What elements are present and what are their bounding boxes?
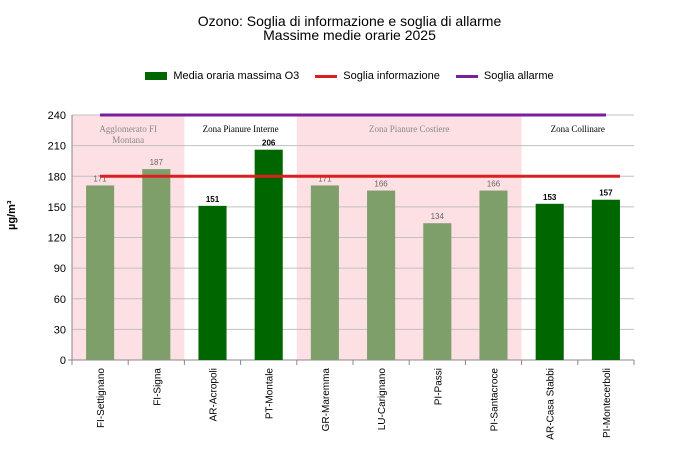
bar-fi-settignano: [86, 185, 115, 360]
data-label-5: 166: [374, 180, 388, 189]
legend-swatch-allarme: [455, 74, 478, 78]
data-label-7: 166: [487, 180, 501, 189]
x-tick-label-5: LU-Carignano: [377, 368, 388, 431]
x-tick-label-2: AR-Acropoli: [209, 368, 220, 421]
data-label-4: 171: [318, 174, 332, 183]
bar-lu-carignano: [367, 190, 396, 360]
legend: Media oraria massima O3 Soglia informazi…: [0, 70, 699, 82]
y-tick-label-3: 90: [54, 263, 66, 275]
bar-ar-casa-stabbi: [535, 203, 564, 360]
chart-subtitle: Massime medie orarie 2025: [263, 27, 436, 43]
zone-label-1-0: Zona Pianure Interne: [203, 124, 279, 134]
zone-label-0-0: Agglomerato FI: [99, 124, 157, 134]
x-tick-label-9: PI-Montecerboli: [602, 368, 613, 438]
legend-label-informazione: Soglia informazione: [343, 70, 440, 82]
data-label-1: 187: [150, 158, 164, 167]
y-tick-label-7: 210: [48, 141, 66, 153]
bar-fi-signa: [142, 169, 171, 360]
x-tick-label-6: PI-Passi: [433, 368, 444, 405]
legend-item-informazione: Soglia informazione: [315, 70, 440, 82]
x-tick-label-8: AR-Casa Stabbi: [546, 368, 557, 440]
legend-swatch-media: [145, 72, 168, 80]
zone-label-0-1: Montana: [112, 135, 144, 145]
data-label-3: 206: [262, 139, 276, 148]
x-tick-label-3: PT-Montale: [265, 368, 276, 420]
bar-pi-santacroce: [479, 190, 508, 360]
x-tick-label-1: FI-Signa: [152, 368, 163, 406]
bar-pi-passi: [423, 223, 452, 360]
data-label-8: 153: [543, 193, 557, 202]
y-tick-label-5: 150: [48, 202, 66, 214]
y-tick-label-0: 0: [60, 355, 66, 367]
bar-pt-montale: [254, 149, 283, 360]
bar-pi-montecerboli: [591, 199, 620, 360]
legend-label-allarme: Soglia allarme: [483, 70, 554, 82]
zone-label-3-0: Zona Collinare: [551, 124, 605, 134]
y-tick-label-1: 30: [54, 324, 66, 336]
chart-title: Ozono: Soglia di informazione e soglia d…: [197, 13, 502, 29]
data-label-6: 134: [431, 212, 445, 221]
y-tick-label-6: 180: [48, 171, 66, 183]
bar-ar-acropoli: [198, 205, 227, 360]
y-tick-label-4: 120: [48, 233, 66, 245]
data-label-2: 151: [206, 195, 220, 204]
x-tick-label-4: GR-Maremma: [321, 368, 332, 432]
data-label-9: 157: [599, 189, 613, 198]
zone-label-2-0: Zona Pianure Costiere: [369, 124, 449, 134]
legend-item-media: Media oraria massima O3: [145, 70, 299, 82]
x-tick-label-7: PI-Santacroce: [490, 368, 501, 432]
data-label-0: 171: [93, 174, 107, 183]
bar-gr-maremma: [310, 185, 339, 360]
x-tick-label-0: FI-Settignano: [96, 368, 107, 428]
legend-label-media: Media oraria massima O3: [173, 70, 300, 82]
legend-item-allarme: Soglia allarme: [455, 70, 554, 82]
y-tick-label-2: 60: [54, 294, 66, 306]
y-tick-label-8: 240: [48, 110, 66, 122]
legend-swatch-informazione: [315, 74, 338, 78]
